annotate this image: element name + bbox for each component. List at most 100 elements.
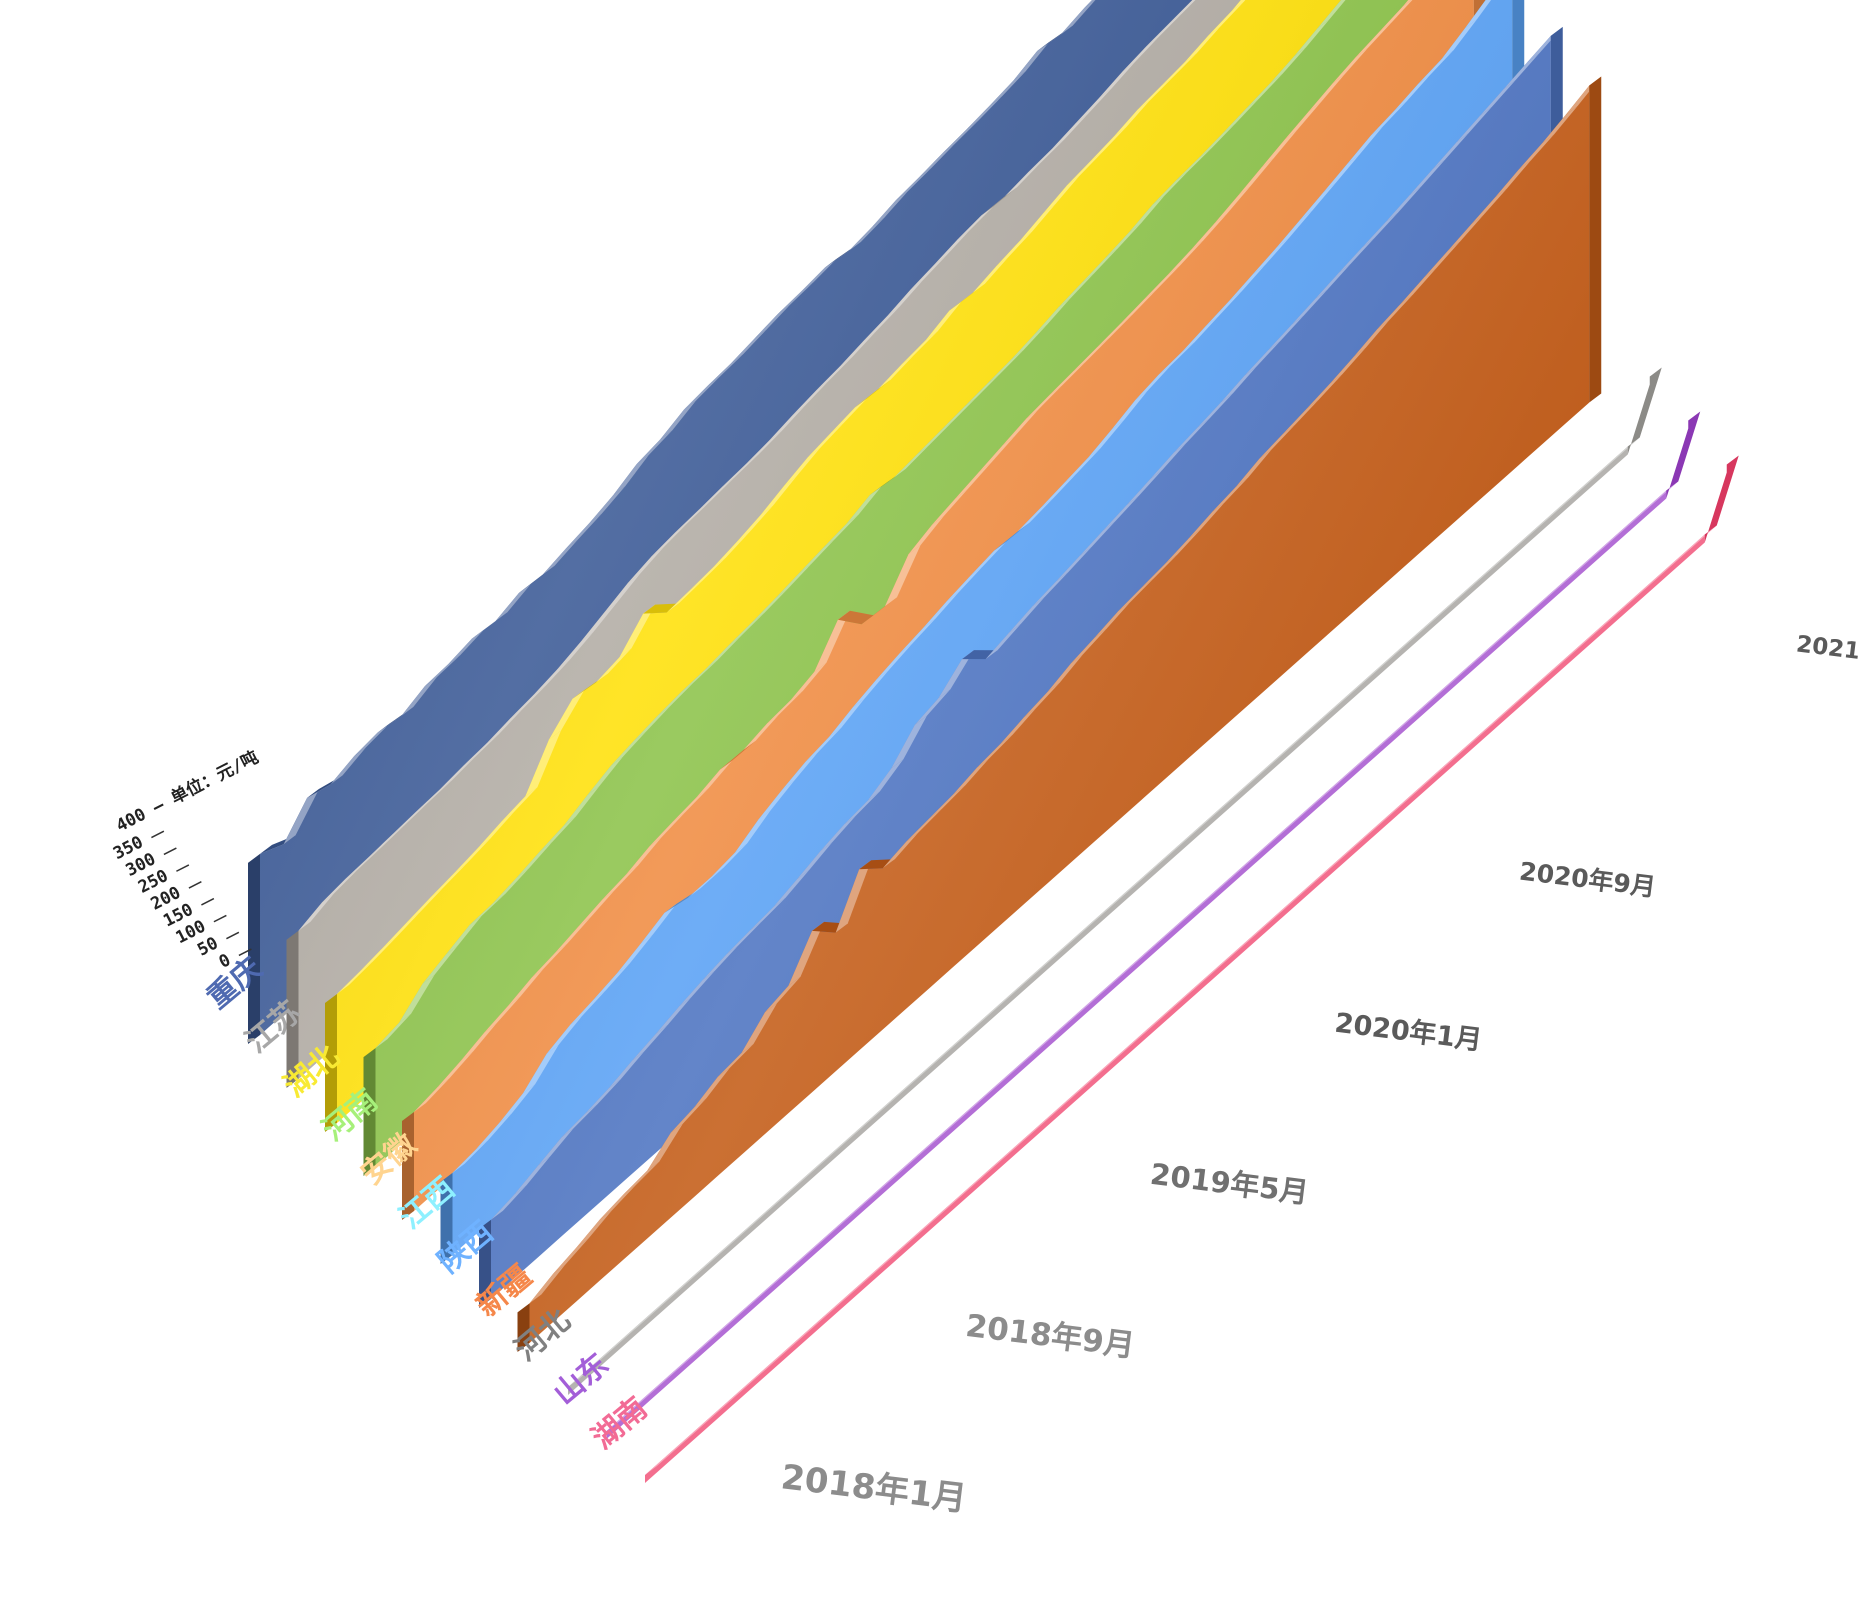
ribbon-series-10 — [645, 455, 1739, 1483]
ribbon-edge-series-5-14 — [782, 752, 818, 790]
ribbon-edge-series-1-32 — [1052, 114, 1088, 149]
ribbon-edge-series-0-12 — [542, 539, 579, 575]
ribbon-edge-series-4-23 — [955, 462, 992, 499]
ribbon-edge-series-3-13 — [681, 660, 718, 692]
ribbon-edge-series-4-35 — [1238, 158, 1274, 196]
ribbon-edge-series-5-34 — [1253, 238, 1289, 274]
y-unit-text: 400 — 单位：元/吨 — [113, 746, 262, 836]
ribbon-edge-series-1-36 — [1146, 13, 1182, 47]
ribbon-edge-series-6-39 — [1409, 159, 1445, 196]
ribbon-edge-series-4-27 — [1049, 362, 1086, 395]
ribbon-series-8 — [568, 367, 1662, 1395]
ribbon-edge-series-1-33 — [1075, 88, 1112, 124]
ribbon-top-series-8 — [568, 437, 1640, 1387]
ribbon-edge-series-7-14 — [859, 859, 895, 870]
ribbon-cap-series-2 — [325, 993, 337, 1132]
ribbon-edge-series-3-17 — [775, 563, 812, 598]
ribbon-edge-series-4-32 — [1167, 240, 1204, 275]
ribbon-edge-series-6-35 — [1315, 263, 1351, 299]
ribbon-edge-series-5-16 — [829, 698, 865, 737]
ribbon-edge-series-0-6 — [401, 677, 437, 716]
ribbon-edge-series-4-12 — [696, 760, 733, 798]
ribbon-edge-series-7-33 — [1306, 374, 1343, 409]
ribbon-edge-series-1-15 — [651, 523, 688, 557]
ribbon-edge-series-6-37 — [1362, 212, 1398, 248]
ribbon-edge-series-7-5 — [647, 1123, 683, 1171]
ribbon-edge-series-0-7 — [424, 655, 461, 687]
ribbon-edge-series-5-37 — [1323, 154, 1360, 192]
ribbon-edge-series-7-19 — [977, 734, 1013, 768]
ribbon-edge-series-6-16 — [867, 759, 904, 801]
ribbon-edge-series-6-32 — [1244, 341, 1281, 376]
ribbon-edge-series-3-7 — [540, 816, 576, 851]
ribbon-edge-series-4-33 — [1191, 214, 1227, 250]
ribbon-edge-series-5-4 — [546, 1015, 583, 1054]
ribbon-edge-series-1-2 — [345, 847, 382, 879]
ribbon-edge-series-0-8 — [448, 629, 484, 664]
ribbon-edge-series-4-13 — [720, 740, 756, 770]
ribbon-edge-series-3-18 — [799, 539, 835, 573]
ribbon-cap-series-6 — [479, 1219, 491, 1308]
ribbon-edge-series-6-42 — [1480, 80, 1516, 116]
ribbon-edge-series-1-0 — [298, 893, 335, 931]
ribbon-edge-series-3-38 — [1270, 47, 1306, 83]
ribbon-edge-series-5-1 — [476, 1113, 512, 1150]
ribbon-edge-series-4-17 — [814, 610, 850, 672]
ribbon-edge-series-0-32 — [1013, 42, 1050, 81]
ribbon-edge-series-0-23 — [801, 258, 838, 292]
ribbon-edge-series-2-16 — [713, 532, 750, 567]
ribbon-edge-series-7-35 — [1353, 320, 1390, 357]
ribbon-edge-series-0-18 — [683, 377, 720, 410]
ribbon-edge-series-3-14 — [705, 636, 741, 670]
ribbon-edge-series-3-31 — [1105, 223, 1142, 258]
ribbon-edge-series-5-13 — [758, 780, 795, 820]
ribbon-edge-series-3-20 — [846, 485, 882, 524]
ribbon-edge-series-0-14 — [589, 486, 626, 523]
y-unit-label: 400 — 单位：元/吨 — [113, 746, 262, 836]
ribbon-edge-series-3-11 — [634, 706, 671, 741]
ribbon-edge-series-7-26 — [1141, 554, 1178, 588]
ribbon-edge-series-1-11 — [557, 632, 594, 670]
ribbon-edge-series-5-21 — [947, 566, 983, 601]
ribbon-edge-series-2-5 — [454, 838, 491, 873]
ribbon-edge-series-3-34 — [1176, 148, 1212, 181]
ribbon-edge-series-2-21 — [831, 398, 868, 433]
ribbon-edge-series-2-19 — [784, 448, 820, 486]
ribbon-edge-series-6-3 — [561, 1104, 598, 1138]
ribbon-edge-series-1-19 — [746, 431, 782, 464]
ribbon-edge-series-7-31 — [1259, 424, 1296, 459]
ribbon-front-series-8 — [568, 446, 1628, 1395]
ribbon-edge-series-7-28 — [1188, 502, 1225, 539]
ribbon-edge-series-2-14 — [666, 580, 703, 613]
ribbon-edge-series-0-21 — [754, 304, 791, 339]
ribbon-edge-series-0-11 — [519, 565, 555, 593]
ribbon-edge-series-1-10 — [534, 660, 570, 695]
ribbon-edge-series-7-7 — [694, 1067, 730, 1108]
ribbon-edge-series-2-23 — [878, 354, 915, 389]
ribbon-edge-series-6-15 — [844, 791, 880, 825]
ribbon-edge-series-6-33 — [1268, 315, 1304, 351]
ribbon-edge-series-2-33 — [1114, 100, 1150, 137]
ribbon-edge-series-2-9 — [549, 689, 585, 740]
ribbon-edge-series-5-32 — [1206, 291, 1242, 326]
ribbon-cap-series-5 — [440, 1172, 453, 1264]
ribbon-edge-series-6-1 — [514, 1156, 551, 1195]
ribbon-edge-series-2-8 — [525, 730, 561, 797]
ribbon-edge-series-0-10 — [495, 583, 531, 622]
ribbon-edge-series-1-31 — [1028, 139, 1065, 172]
ribbon-edge-series-3-23 — [917, 421, 953, 455]
ribbon-edge-series-6-29 — [1174, 418, 1210, 453]
x-tick-label-2: 2019年5月 — [1148, 1157, 1310, 1210]
ribbon-edge-series-1-7 — [463, 734, 499, 766]
ribbon-edge-series-5-3 — [523, 1044, 559, 1094]
ribbon-edge-series-4-31 — [1144, 266, 1180, 300]
ribbon-edge-series-1-8 — [486, 709, 523, 744]
ribbon-edge-series-0-13 — [566, 513, 602, 549]
ribbon-edge-series-4-10 — [649, 812, 685, 847]
ribbon-end-series-8 — [1627, 367, 1662, 455]
ribbon-edge-series-3-35 — [1199, 123, 1236, 157]
ribbon-edge-series-7-0 — [529, 1265, 565, 1304]
ribbon-edge-series-7-25 — [1118, 578, 1154, 612]
ribbon-edge-series-4-6 — [555, 917, 591, 953]
ribbon-edge-series-1-17 — [698, 477, 735, 510]
